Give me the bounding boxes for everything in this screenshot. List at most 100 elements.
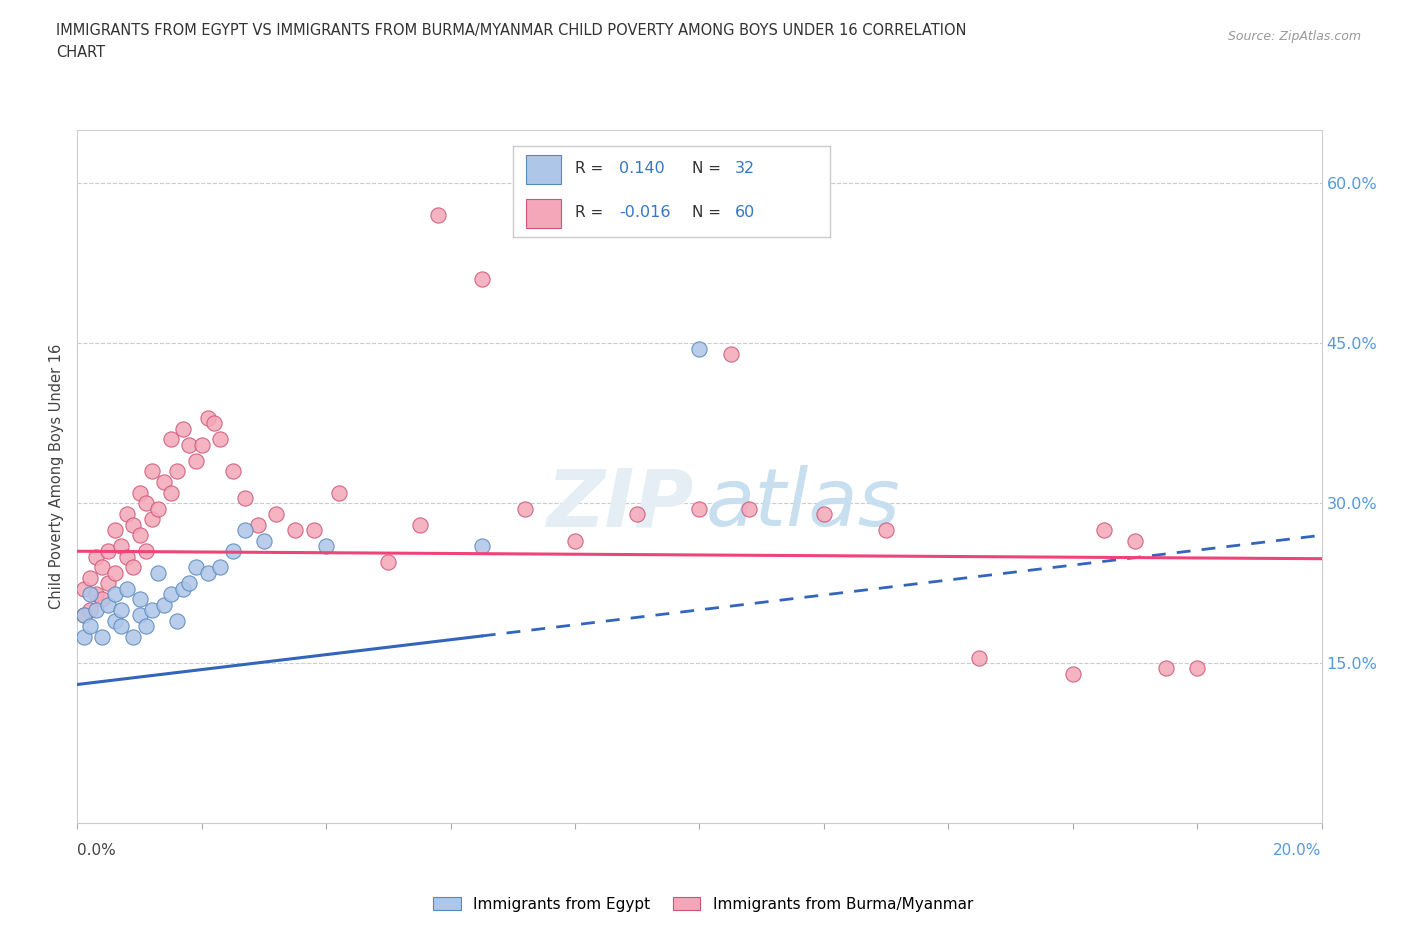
Point [197, 565, 219, 580]
Point [97, 576, 120, 591]
Text: 60: 60 [734, 205, 755, 220]
Point [266, 507, 288, 522]
Point [97, 544, 120, 559]
FancyBboxPatch shape [526, 155, 561, 184]
Text: 20.0%: 20.0% [1274, 844, 1322, 858]
Point [104, 587, 127, 602]
Point [104, 613, 127, 628]
Text: Source: ZipAtlas.com: Source: ZipAtlas.com [1227, 30, 1361, 43]
Y-axis label: Child Poverty Among Boys Under 16: Child Poverty Among Boys Under 16 [49, 344, 65, 609]
Point [115, 549, 138, 564]
Point [97, 597, 120, 612]
Point [79, 618, 101, 633]
Point [115, 507, 138, 522]
Point [408, 517, 430, 532]
Point [209, 560, 232, 575]
Point [202, 416, 225, 431]
Point [135, 496, 157, 511]
Point [128, 528, 150, 543]
Text: R =: R = [575, 161, 607, 177]
Point [233, 523, 256, 538]
Point [110, 618, 132, 633]
Point [302, 523, 325, 538]
Point [159, 587, 181, 602]
Point [179, 437, 201, 452]
FancyBboxPatch shape [526, 199, 561, 228]
Point [79, 587, 101, 602]
Point [72, 629, 94, 644]
Point [91, 560, 114, 575]
Point [1154, 661, 1177, 676]
Point [1092, 523, 1115, 538]
Text: ZIP: ZIP [546, 465, 693, 543]
Point [91, 591, 114, 606]
Point [253, 533, 276, 548]
Point [128, 485, 150, 500]
Point [689, 501, 711, 516]
Legend: Immigrants from Egypt, Immigrants from Burma/Myanmar: Immigrants from Egypt, Immigrants from B… [427, 890, 979, 918]
Point [813, 507, 835, 522]
Point [1187, 661, 1209, 676]
Point [135, 618, 157, 633]
Text: R =: R = [575, 205, 607, 220]
Point [122, 629, 145, 644]
Point [91, 629, 114, 644]
Text: N =: N = [692, 205, 725, 220]
Point [626, 507, 648, 522]
Point [159, 432, 181, 446]
Point [284, 523, 307, 538]
Point [79, 570, 101, 585]
Point [720, 347, 742, 362]
Point [104, 523, 127, 538]
Point [159, 485, 181, 500]
Point [1123, 533, 1146, 548]
Point [72, 581, 94, 596]
Text: atlas: atlas [706, 465, 900, 543]
Point [135, 544, 157, 559]
Point [166, 464, 188, 479]
Text: 0.0%: 0.0% [77, 844, 117, 858]
Point [148, 501, 170, 516]
Point [122, 517, 145, 532]
Point [128, 591, 150, 606]
Point [377, 554, 399, 569]
Point [222, 464, 245, 479]
Text: -0.016: -0.016 [619, 205, 671, 220]
Point [84, 603, 107, 618]
Point [148, 565, 170, 580]
Point [84, 549, 107, 564]
Point [110, 603, 132, 618]
Text: 0.140: 0.140 [619, 161, 665, 177]
Point [427, 208, 450, 223]
Point [191, 437, 214, 452]
Point [471, 538, 494, 553]
Point [172, 421, 194, 436]
Point [72, 608, 94, 623]
Point [233, 490, 256, 505]
Point [122, 560, 145, 575]
Point [1062, 667, 1084, 682]
Point [471, 272, 494, 286]
Point [104, 565, 127, 580]
Point [969, 650, 991, 665]
Point [141, 512, 163, 526]
Point [179, 576, 201, 591]
Point [84, 587, 107, 602]
Point [141, 603, 163, 618]
Point [141, 464, 163, 479]
Point [115, 581, 138, 596]
Point [328, 485, 350, 500]
Point [79, 603, 101, 618]
Text: CHART: CHART [56, 45, 105, 60]
Point [315, 538, 337, 553]
Point [246, 517, 269, 532]
Point [515, 501, 537, 516]
Point [209, 432, 232, 446]
Point [72, 608, 94, 623]
Text: IMMIGRANTS FROM EGYPT VS IMMIGRANTS FROM BURMA/MYANMAR CHILD POVERTY AMONG BOYS : IMMIGRANTS FROM EGYPT VS IMMIGRANTS FROM… [56, 23, 967, 38]
Point [184, 560, 207, 575]
Text: 32: 32 [734, 161, 755, 177]
Point [128, 608, 150, 623]
Point [184, 453, 207, 468]
Point [172, 581, 194, 596]
